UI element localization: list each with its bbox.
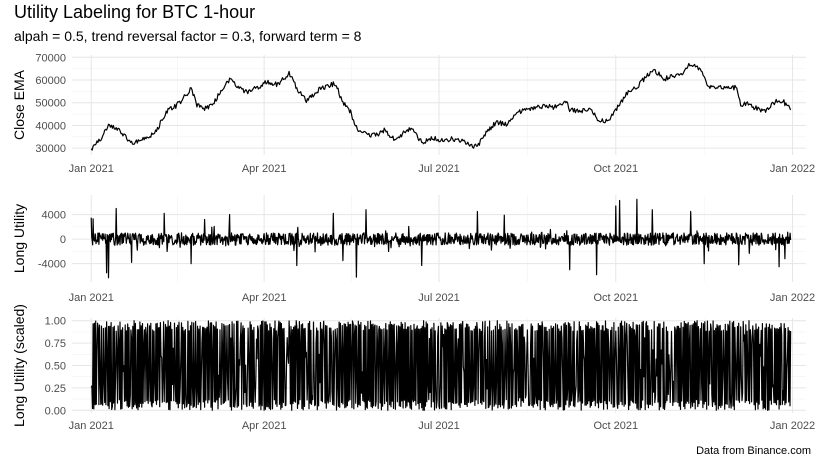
y-tick-label: 0.50 (45, 361, 66, 373)
x-tick-label: Apr 2021 (242, 292, 287, 304)
x-tick-label: Apr 2021 (242, 163, 287, 175)
y-tick-label: 0.25 (45, 383, 66, 395)
x-tick-label: Apr 2021 (242, 420, 287, 432)
chart-subtitle: alpah = 0.5, trend reversal factor = 0.3… (14, 28, 362, 44)
y-tick-label: 60000 (35, 75, 66, 87)
x-tick-label: Jan 2021 (69, 163, 114, 175)
y-tick-label: 50000 (35, 98, 66, 110)
x-tick-label: Jan 2021 (69, 292, 114, 304)
panel-3: 0.00 0.25 0.50 0.75 1.00 Jan 2021 Apr 2021 Jul … (11, 304, 815, 432)
y-tick-label: 30000 (35, 143, 66, 155)
x-tick-label: Oct 2021 (593, 420, 638, 432)
x-tick-label: Jul 2021 (418, 292, 460, 304)
y-tick-label: 40000 (35, 120, 66, 132)
y-axis-label: Long Utility (scaled) (11, 304, 27, 427)
x-tick-label: Jan 2021 (69, 420, 114, 432)
x-tick-label: Jan 2022 (770, 420, 815, 432)
panel-2: -4000 0 4000 Jan 2021 Apr 2021 Jul 2021 Oct 20… (11, 195, 815, 304)
series-line (90, 62, 792, 151)
chart-title: Utility Labeling for BTC 1-hour (14, 2, 256, 22)
chart-caption: Data from Binance.com (696, 445, 811, 457)
panel-1: 30000 40000 50000 60000 70000 Jan 2021 Apr 202… (11, 52, 815, 175)
x-tick-label: Jan 2022 (770, 292, 815, 304)
y-tick-label: -4000 (38, 259, 66, 271)
series-line (90, 320, 792, 411)
series-line (90, 198, 792, 279)
y-tick-label: 0.00 (45, 405, 66, 417)
x-tick-label: Jan 2022 (770, 163, 815, 175)
x-tick-label: Jul 2021 (418, 163, 460, 175)
x-tick-label: Jul 2021 (418, 420, 460, 432)
y-tick-label: 4000 (42, 210, 66, 222)
y-tick-label: 0.75 (45, 338, 66, 350)
y-tick-label: 1.00 (45, 316, 66, 328)
x-tick-label: Oct 2021 (593, 292, 638, 304)
y-tick-label: 70000 (35, 52, 66, 64)
y-axis-label: Close EMA (11, 69, 27, 140)
y-axis-label: Long Utility (11, 204, 27, 273)
y-tick-label: 0 (60, 234, 66, 246)
x-tick-label: Oct 2021 (593, 163, 638, 175)
